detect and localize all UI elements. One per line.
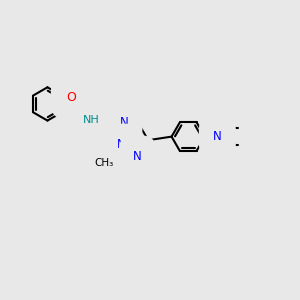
Text: Br: Br [72, 82, 86, 95]
Text: N: N [213, 130, 222, 143]
Text: NH: NH [83, 115, 100, 125]
Text: CH₃: CH₃ [94, 158, 114, 168]
Text: N: N [117, 138, 125, 151]
Text: O: O [66, 91, 76, 104]
Text: N: N [119, 116, 128, 129]
Text: N: N [133, 150, 142, 163]
